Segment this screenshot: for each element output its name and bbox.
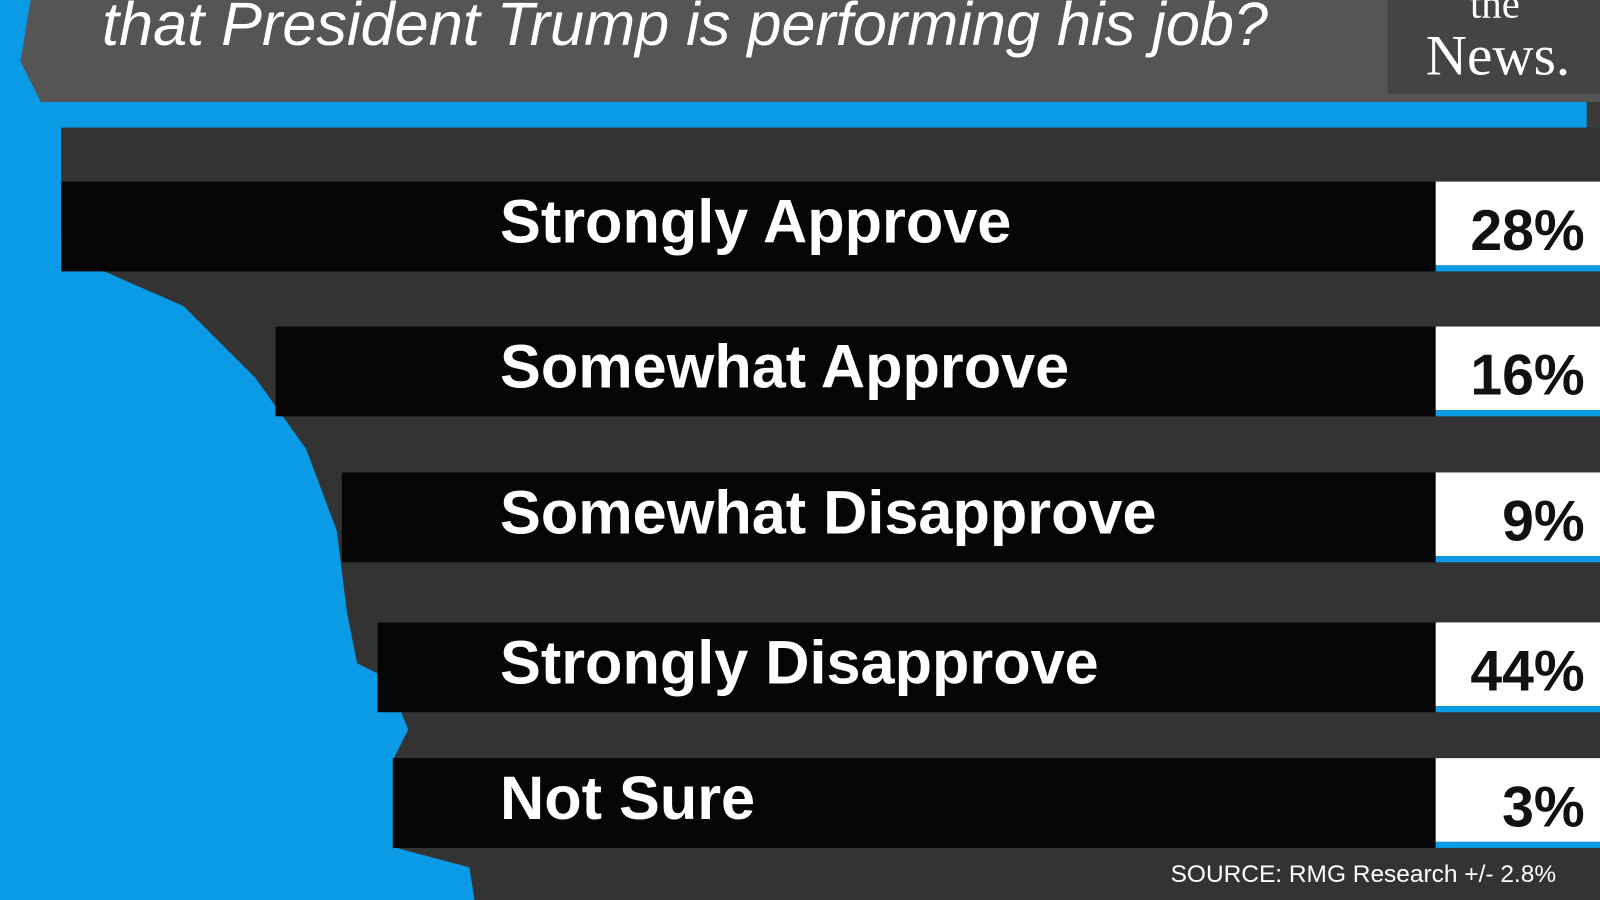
row-value: 28% xyxy=(1470,199,1584,263)
row-value: 3% xyxy=(1502,775,1585,839)
row-label: Strongly Approve xyxy=(500,188,1011,256)
rows: Strongly Approve 28% Somewhat Approve 16% So… xyxy=(61,181,1600,848)
row-value: 44% xyxy=(1470,640,1584,704)
title-stripe xyxy=(40,102,1587,128)
source: SOURCE: RMG Research +/- 2.8% xyxy=(1171,861,1557,888)
silhouette xyxy=(0,0,475,900)
value-underline xyxy=(1435,410,1600,417)
row-bar xyxy=(341,472,1436,563)
row-bar xyxy=(392,758,1436,848)
value-box xyxy=(1435,472,1600,557)
row-bar xyxy=(61,181,1436,272)
value-box xyxy=(1435,622,1600,707)
row-bar xyxy=(275,326,1436,417)
value-box xyxy=(1435,181,1600,266)
value-underline xyxy=(1435,841,1600,848)
row-label: Not Sure xyxy=(500,764,755,832)
row-label: Strongly Disapprove xyxy=(500,629,1099,697)
row-label: Somewhat Approve xyxy=(500,333,1069,401)
value-underline xyxy=(1435,706,1600,713)
row-value: 9% xyxy=(1502,490,1585,554)
title: that President Trump is performing his j… xyxy=(102,0,1268,58)
value-underline xyxy=(1435,556,1600,563)
logo-top: the xyxy=(1470,0,1520,27)
title-bar xyxy=(20,0,1600,103)
row-label: Somewhat Disapprove xyxy=(500,479,1157,547)
value-box xyxy=(1435,326,1600,411)
logo-box xyxy=(1387,0,1600,94)
row-value: 16% xyxy=(1470,344,1584,408)
value-underline xyxy=(1435,265,1600,272)
value-box xyxy=(1435,758,1600,842)
row-bar xyxy=(377,622,1436,713)
logo-bottom: News. xyxy=(1426,24,1570,87)
